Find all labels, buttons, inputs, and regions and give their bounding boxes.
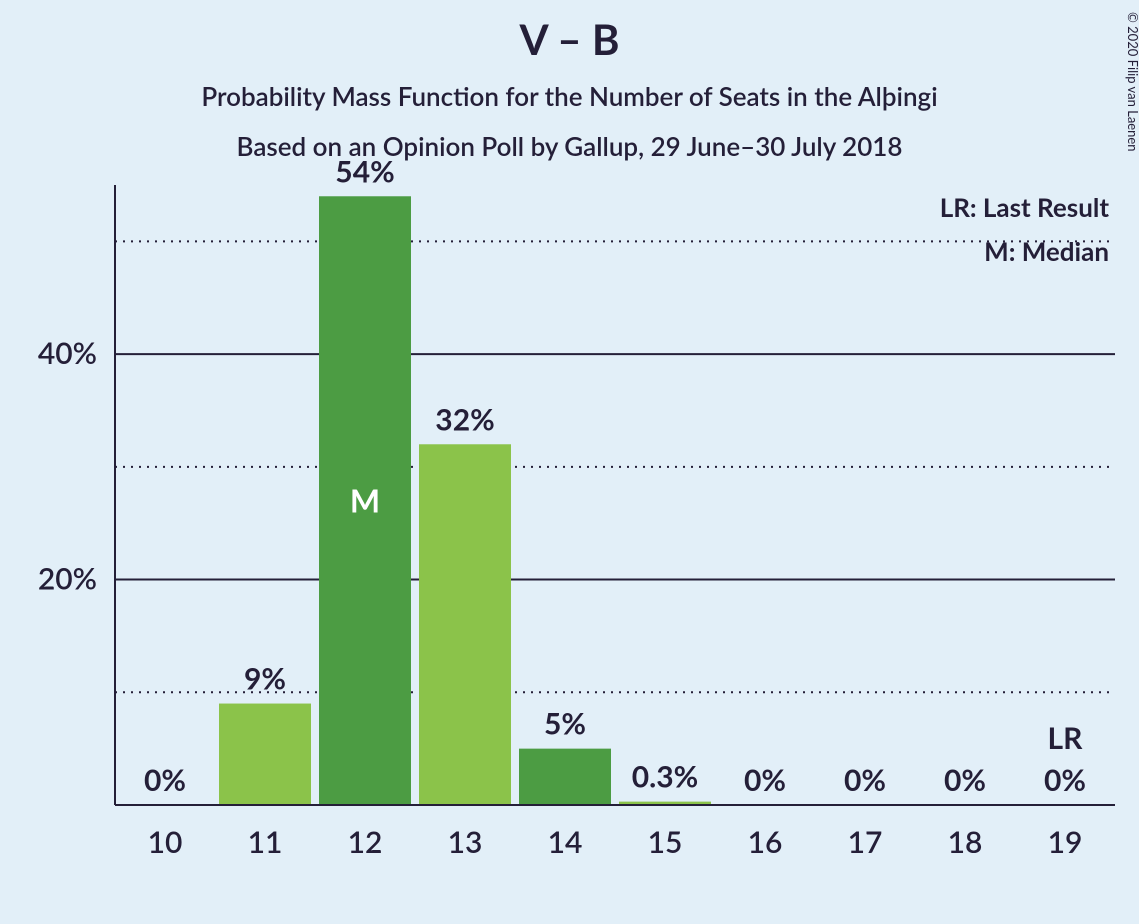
bar-value-label: 0% (1044, 762, 1086, 798)
x-tick-label: 15 (648, 824, 683, 860)
chart-subtitle-1: Probability Mass Function for the Number… (201, 80, 937, 112)
bar-value-label: 9% (244, 661, 286, 697)
y-tick-label: 40% (38, 335, 97, 371)
copyright-text: © 2020 Filip van Laenen (1125, 12, 1139, 152)
x-tick-label: 16 (748, 824, 783, 860)
median-marker: M (350, 481, 380, 520)
bar-extra-label: LR (1048, 720, 1084, 756)
bar-value-label: 5% (544, 706, 586, 742)
x-tick-label: 17 (848, 824, 883, 860)
y-tick-label: 20% (38, 561, 97, 597)
bar-value-label: 54% (335, 153, 394, 189)
x-tick-label: 14 (548, 824, 583, 860)
x-tick-label: 11 (248, 824, 283, 860)
bar-value-label: 0% (144, 762, 186, 798)
x-tick-label: 10 (148, 824, 183, 860)
bar (419, 444, 511, 805)
legend-m: M: Median (984, 235, 1109, 267)
bar-value-label: 0% (844, 762, 886, 798)
bar-value-label: 32% (435, 401, 494, 437)
legend-lr: LR: Last Result (940, 191, 1110, 223)
bar-value-label: 0% (944, 762, 986, 798)
bar (519, 749, 611, 805)
x-tick-label: 18 (948, 824, 983, 860)
bar (219, 704, 311, 805)
chart-title: V – B (518, 14, 619, 64)
bar-value-label: 0.3% (632, 759, 699, 795)
x-tick-label: 12 (348, 824, 383, 860)
x-tick-label: 19 (1048, 824, 1083, 860)
x-tick-label: 13 (448, 824, 483, 860)
bar-value-label: 0% (744, 762, 786, 798)
